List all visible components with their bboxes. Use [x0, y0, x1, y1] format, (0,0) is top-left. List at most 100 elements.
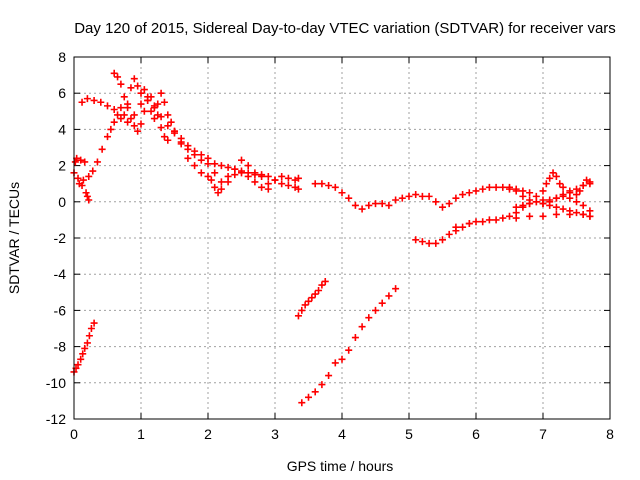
data-point	[452, 194, 460, 202]
data-point	[197, 156, 205, 164]
data-point	[465, 189, 473, 197]
data-point	[137, 100, 145, 108]
data-point	[120, 111, 128, 119]
series-arc-13	[539, 192, 594, 215]
data-point	[124, 104, 132, 112]
y-tick-label: 2	[58, 158, 66, 174]
data-point	[412, 236, 420, 244]
data-series	[70, 69, 594, 407]
data-point	[573, 209, 580, 217]
data-point	[114, 73, 122, 81]
data-point	[107, 125, 115, 133]
data-point	[345, 194, 353, 202]
data-point	[472, 218, 480, 226]
series-arc-7	[298, 285, 400, 407]
data-point	[492, 216, 500, 224]
data-point	[271, 176, 279, 184]
data-point	[127, 115, 135, 123]
data-point	[512, 203, 520, 211]
data-point	[425, 239, 433, 247]
y-tick-label: -4	[54, 266, 67, 282]
y-tick-labels: -12 -10 -8 -6 -4 -2 0 2 4 6 8	[46, 49, 66, 427]
x-tick-label: 1	[137, 426, 145, 442]
data-point	[79, 176, 87, 184]
data-point	[160, 98, 168, 106]
data-point	[566, 187, 574, 195]
data-point	[579, 210, 587, 218]
data-point	[110, 69, 118, 77]
data-point	[485, 216, 493, 224]
data-point	[244, 172, 252, 180]
data-point	[546, 196, 554, 204]
data-point	[499, 183, 507, 191]
data-point	[412, 191, 420, 199]
data-point	[378, 200, 386, 208]
data-point	[559, 192, 567, 200]
data-point	[549, 169, 557, 177]
data-point	[325, 372, 333, 380]
data-point	[134, 127, 142, 135]
data-point	[479, 185, 487, 193]
data-point	[85, 332, 93, 340]
data-point	[472, 187, 480, 195]
data-point	[418, 238, 426, 246]
data-point	[167, 118, 175, 126]
data-point	[439, 236, 446, 244]
data-point	[147, 107, 155, 115]
data-point	[512, 187, 520, 195]
y-tick-label: 0	[58, 194, 66, 210]
data-point	[104, 102, 111, 110]
data-point	[345, 346, 353, 354]
data-point	[264, 185, 272, 193]
data-point	[311, 388, 319, 396]
data-point	[425, 192, 433, 200]
data-point	[217, 162, 225, 170]
data-point	[432, 198, 440, 206]
series-arc-11	[506, 169, 594, 204]
data-point	[137, 89, 145, 97]
data-point	[164, 136, 172, 144]
y-axis-title: SDTVAR / TECUs	[6, 182, 22, 294]
data-point	[311, 290, 319, 298]
data-point	[305, 297, 312, 305]
data-point	[405, 192, 413, 200]
data-point	[78, 98, 86, 106]
data-point	[445, 200, 453, 208]
data-point	[566, 207, 574, 215]
data-point	[147, 93, 155, 101]
data-point	[150, 102, 158, 110]
data-point	[385, 292, 393, 300]
data-point	[238, 169, 245, 177]
data-point	[140, 86, 148, 94]
data-point	[83, 95, 91, 103]
data-point	[542, 180, 550, 188]
data-point	[284, 182, 292, 190]
data-point	[485, 183, 493, 191]
data-point	[418, 192, 426, 200]
data-point	[117, 115, 125, 123]
data-point	[74, 361, 82, 369]
data-point	[579, 201, 587, 209]
data-point	[331, 183, 339, 191]
data-point	[184, 145, 192, 153]
data-point	[351, 201, 359, 209]
y-tick-label: -2	[54, 230, 67, 246]
data-point	[130, 75, 138, 83]
data-point	[532, 198, 540, 206]
data-point	[586, 207, 594, 215]
data-point	[93, 158, 101, 166]
data-point	[85, 172, 93, 180]
data-point	[351, 334, 359, 342]
data-point	[197, 169, 205, 177]
data-point	[331, 359, 339, 367]
data-point	[90, 319, 98, 327]
grid	[74, 57, 610, 419]
data-point	[298, 399, 306, 407]
data-point	[224, 178, 232, 186]
data-point	[251, 169, 259, 177]
data-point	[392, 285, 400, 293]
series-arc-6	[294, 277, 329, 320]
data-point	[325, 182, 333, 190]
data-point	[294, 185, 302, 193]
